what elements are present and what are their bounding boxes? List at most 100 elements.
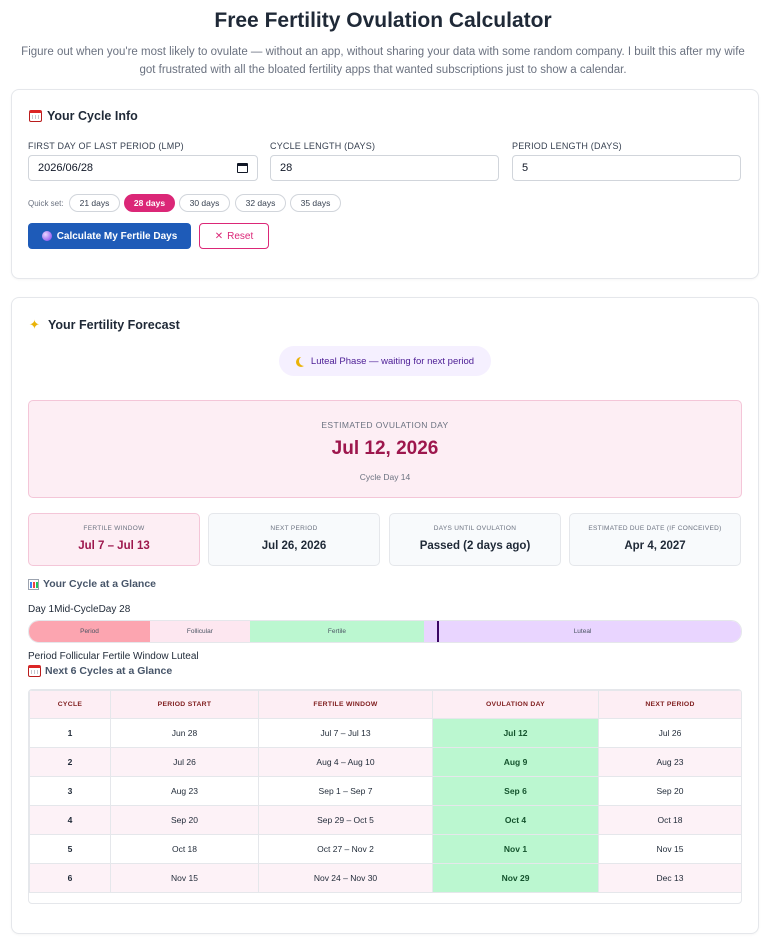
timeline-segment-fertile: Fertile xyxy=(249,621,425,642)
cell-cycle: 1 xyxy=(29,718,111,748)
cell-ovulation-day: Sep 6 xyxy=(432,776,599,806)
lmp-value: 2026/06/28 xyxy=(38,162,94,174)
cell-next-period: Nov 15 xyxy=(598,834,741,864)
col-header-cycle: CYCLE xyxy=(29,690,111,719)
timeline-legend: Period Follicular Fertile Window Luteal xyxy=(28,651,199,662)
cell-next-period: Jul 26 xyxy=(598,718,741,748)
cell-ovulation-day: Nov 1 xyxy=(432,834,599,864)
col-header-fertile-window: FERTILE WINDOW xyxy=(258,690,433,719)
cell-next-period: Aug 23 xyxy=(598,747,741,777)
quick-set-label: Quick set: xyxy=(28,199,64,208)
table-row: 1 Jun 28 Jul 7 – Jul 13 Jul 12 Jul 26 xyxy=(29,718,741,748)
table-row: 5 Oct 18 Oct 27 – Nov 2 Nov 1 Nov 15 xyxy=(29,834,741,864)
cycle-length-value: 28 xyxy=(280,162,293,174)
period-length-label: PERIOD LENGTH (DAYS) xyxy=(512,141,622,151)
timeline-segment-period: Period xyxy=(29,621,151,642)
forecast-title-text: Your Fertility Forecast xyxy=(48,318,180,332)
cell-next-period: Oct 18 xyxy=(598,805,741,835)
cycle-glance-heading: Your Cycle at a Glance xyxy=(28,578,156,590)
next-cycles-heading-text: Next 6 Cycles at a Glance xyxy=(45,665,173,677)
cycle-length-label: CYCLE LENGTH (DAYS) xyxy=(270,141,376,151)
timeline-labels: Day 1Mid-CycleDay 28 xyxy=(28,604,131,615)
timeline-segment-follicular: Follicular xyxy=(150,621,250,642)
stat-value: Apr 4, 2027 xyxy=(624,540,686,552)
cell-cycle: 6 xyxy=(29,863,111,893)
ovulation-marker xyxy=(436,621,439,642)
quick-set-28[interactable]: 28 days xyxy=(124,194,175,212)
quick-set-35[interactable]: 35 days xyxy=(290,194,341,212)
cell-period-start: Oct 18 xyxy=(110,834,259,864)
calendar-icon xyxy=(28,665,41,677)
cycle-timeline: Period Follicular Fertile Luteal xyxy=(28,620,742,643)
stat-label: NEXT PERIOD xyxy=(270,525,318,532)
bar-chart-icon xyxy=(28,578,39,590)
calculate-button[interactable]: Calculate My Fertile Days xyxy=(28,223,191,249)
date-picker-icon[interactable] xyxy=(237,163,248,173)
cycle-info-title: Your Cycle Info xyxy=(29,109,138,123)
cell-cycle: 2 xyxy=(29,747,111,777)
cell-next-period: Sep 20 xyxy=(598,776,741,806)
cell-ovulation-day: Nov 29 xyxy=(432,863,599,893)
period-length-value: 5 xyxy=(522,162,529,174)
cycle-length-input[interactable]: 28 xyxy=(270,155,499,181)
cycle-info-card: Your Cycle Info FIRST DAY OF LAST PERIOD… xyxy=(11,89,759,279)
quick-set-21[interactable]: 21 days xyxy=(69,194,120,212)
cell-next-period: Dec 13 xyxy=(598,863,741,893)
cell-cycle: 5 xyxy=(29,834,111,864)
page-title: Free Fertility Ovulation Calculator xyxy=(214,9,552,32)
stat-value: Passed (2 days ago) xyxy=(419,540,531,552)
cell-cycle: 4 xyxy=(29,805,111,835)
crystal-ball-icon xyxy=(41,231,52,241)
cycle-glance-heading-text: Your Cycle at a Glance xyxy=(43,578,157,590)
cell-period-start: Aug 23 xyxy=(110,776,259,806)
table-row: 3 Aug 23 Sep 1 – Sep 7 Sep 6 Sep 20 xyxy=(29,776,741,806)
lmp-label: FIRST DAY OF LAST PERIOD (LMP) xyxy=(28,141,184,151)
cell-ovulation-day: Jul 12 xyxy=(432,718,599,748)
reset-button-label: Reset xyxy=(227,230,254,242)
cell-period-start: Nov 15 xyxy=(110,863,259,893)
next-cycles-table: CYCLE PERIOD START FERTILE WINDOW OVULAT… xyxy=(28,689,742,904)
stat-fertile-window: FERTILE WINDOW Jul 7 – Jul 13 xyxy=(28,513,200,566)
quick-set-30[interactable]: 30 days xyxy=(179,194,230,212)
stat-label: ESTIMATED DUE DATE (IF CONCEIVED) xyxy=(588,525,722,532)
cell-fertile-window: Aug 4 – Aug 10 xyxy=(258,747,433,777)
stat-label: DAYS UNTIL OVULATION xyxy=(433,525,517,532)
cell-ovulation-day: Oct 4 xyxy=(432,805,599,835)
moon-icon xyxy=(299,356,309,366)
cell-fertile-window: Sep 29 – Oct 5 xyxy=(258,805,433,835)
timeline-segment-luteal: Luteal xyxy=(424,621,741,642)
stat-next-period: NEXT PERIOD Jul 26, 2026 xyxy=(208,513,380,566)
table-row: 6 Nov 15 Nov 24 – Nov 30 Nov 29 Dec 13 xyxy=(29,863,741,893)
table-row: 4 Sep 20 Sep 29 – Oct 5 Oct 4 Oct 18 xyxy=(29,805,741,835)
cell-ovulation-day: Aug 9 xyxy=(432,747,599,777)
calendar-icon xyxy=(29,110,42,122)
ovulation-date: Jul 12, 2026 xyxy=(331,438,439,459)
table-header-row: CYCLE PERIOD START FERTILE WINDOW OVULAT… xyxy=(29,690,741,719)
stat-value: Jul 7 – Jul 13 xyxy=(78,540,150,552)
phase-badge: Luteal Phase — waiting for next period xyxy=(279,346,491,376)
phase-text: Luteal Phase — waiting for next period xyxy=(310,355,475,367)
cell-fertile-window: Nov 24 – Nov 30 xyxy=(258,863,433,893)
col-header-period-start: PERIOD START xyxy=(110,690,259,719)
calculate-button-label: Calculate My Fertile Days xyxy=(56,230,178,242)
cell-period-start: Jun 28 xyxy=(110,718,259,748)
forecast-card: ✦ Your Fertility Forecast Luteal Phase —… xyxy=(11,297,759,934)
cell-fertile-window: Jul 7 – Jul 13 xyxy=(258,718,433,748)
stat-due-date: ESTIMATED DUE DATE (IF CONCEIVED) Apr 4,… xyxy=(569,513,741,566)
page-subtitle: Figure out when you're most likely to ov… xyxy=(21,46,745,76)
stat-label: FERTILE WINDOW xyxy=(83,525,145,532)
stat-days-until-ovulation: DAYS UNTIL OVULATION Passed (2 days ago) xyxy=(389,513,561,566)
stat-value: Jul 26, 2026 xyxy=(261,540,327,552)
cell-cycle: 3 xyxy=(29,776,111,806)
next-cycles-heading: Next 6 Cycles at a Glance xyxy=(28,665,172,677)
quick-set-32[interactable]: 32 days xyxy=(235,194,286,212)
ovulation-label: ESTIMATED OVULATION DAY xyxy=(321,420,449,430)
forecast-title: ✦ Your Fertility Forecast xyxy=(29,317,180,333)
cell-fertile-window: Oct 27 – Nov 2 xyxy=(258,834,433,864)
period-length-input[interactable]: 5 xyxy=(512,155,741,181)
col-header-next-period: NEXT PERIOD xyxy=(598,690,741,719)
cell-period-start: Jul 26 xyxy=(110,747,259,777)
reset-button[interactable]: ✕ Reset xyxy=(199,223,269,249)
sparkle-icon: ✦ xyxy=(29,317,40,332)
lmp-date-input[interactable]: 2026/06/28 xyxy=(28,155,258,181)
